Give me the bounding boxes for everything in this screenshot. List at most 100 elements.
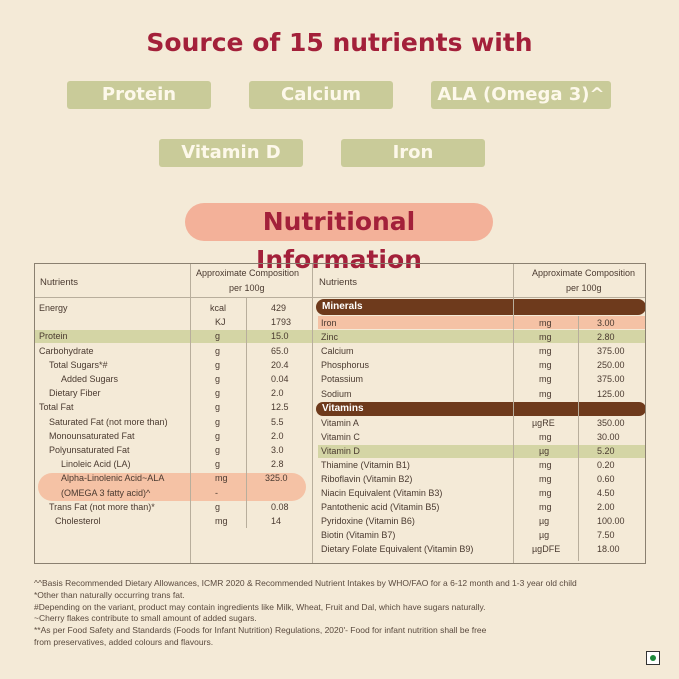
table-row-unit: mg: [539, 432, 552, 442]
footnote: *Other than naturally occurring trans fa…: [34, 589, 185, 600]
table-row-value: 250.00: [597, 360, 625, 371]
table-row-value: 7.50: [597, 530, 615, 540]
table-row-unit: g: [215, 345, 221, 356]
footnote: ~Cherry flakes contribute to small amoun…: [34, 613, 257, 624]
header-title: Source of 15 nutrients with: [146, 28, 533, 57]
table-row-value: 350.00: [597, 418, 625, 428]
table-row-name: Vitamin C: [321, 432, 360, 442]
vitamins-band: Vitamins: [316, 402, 646, 416]
table-row-unit: mg: [539, 346, 552, 357]
table-row-unit: µg: [539, 446, 550, 456]
table-row-name: Carbohydrate: [39, 345, 94, 356]
table-row-value: 5.20: [597, 446, 615, 456]
table-row-value: 18.00: [597, 544, 620, 554]
footnote: #Depending on the variant, product may c…: [34, 601, 486, 612]
table-row-value: 0.20: [597, 460, 615, 470]
table-row-name: Dietary Folate Equivalent (Vitamin B9): [321, 544, 474, 554]
pill-calcium: Calcium: [249, 81, 393, 109]
table-row-unit: -: [215, 487, 218, 498]
footnote: ^^Basis Recommended Dietary Allowances, …: [34, 578, 577, 588]
table-row-value: 325.0: [265, 473, 288, 484]
table-row-name: Iron: [321, 318, 337, 328]
table-row-value: 0.08: [271, 501, 289, 512]
table-row-name: Vitamin D: [321, 446, 360, 456]
table-row-value: 3.0: [271, 445, 284, 455]
section-title: Nutritional Information: [185, 203, 493, 274]
table-row-value: 12.5: [271, 402, 289, 413]
table-row-unit: g: [215, 402, 221, 413]
footnote: from preservatives, added colours and fl…: [34, 637, 214, 647]
table-row-value: 14: [271, 516, 282, 526]
protein-zinc-highlight: [35, 330, 645, 343]
table-row-name: Added Sugars: [61, 374, 119, 384]
table-row-name: Vitamin A: [321, 418, 359, 428]
table-row-unit: µgRE: [532, 418, 555, 428]
pill-vitamin-d: Vitamin D: [159, 139, 303, 167]
table-row-unit: g: [215, 430, 221, 441]
table-row-unit: mg: [539, 488, 552, 498]
table-row-unit: mg: [215, 516, 228, 526]
table-row-name: Sodium: [321, 388, 352, 399]
table-row-unit: KJ: [215, 317, 226, 328]
table-row-name: Total Fat: [39, 402, 74, 413]
footnote: **As per Food Safety and Standards (Food…: [34, 625, 487, 636]
table-row-name: Zinc: [321, 332, 339, 343]
table-row-unit: µg: [539, 530, 550, 540]
table-row-unit: mg: [215, 473, 228, 484]
table-row-value: 100.00: [597, 516, 625, 526]
table-row-unit: g: [215, 388, 221, 399]
table-row-value: 125.00: [597, 388, 625, 399]
table-row-name: Potassium: [321, 374, 364, 385]
table-row-unit: µg: [539, 516, 550, 526]
table-row-name: Saturated Fat (not more than): [49, 416, 168, 427]
table-row-name: Phosphorus: [321, 360, 370, 371]
pill-ala: ALA (Omega 3)^: [431, 81, 611, 109]
table-row-unit: g: [215, 501, 221, 512]
table-row-unit: mg: [539, 474, 552, 484]
table-row-unit: g: [215, 459, 221, 470]
table-row-unit: µgDFE: [532, 544, 561, 554]
minerals-band: Minerals: [316, 299, 646, 315]
table-row-value: 429: [271, 303, 287, 313]
table-row-unit: g: [215, 445, 221, 455]
vitamin-d-highlight: [318, 445, 645, 458]
table-row-name: Monounsaturated Fat: [49, 430, 135, 441]
table-row-unit: mg: [539, 388, 552, 399]
table-row-value: 20.4: [271, 359, 289, 370]
table-row-name: Linoleic Acid (LA): [61, 459, 131, 470]
table-row-name: Dietary Fiber: [49, 388, 101, 399]
table-row-value: 375.00: [597, 374, 625, 385]
table-row-name: Pantothenic acid (Vitamin B5): [321, 502, 440, 512]
table-row-unit: mg: [539, 502, 552, 512]
table-row-unit: mg: [539, 318, 552, 328]
table-row-name: Trans Fat (not more than)*: [49, 501, 155, 512]
nutrition-table: [34, 263, 646, 564]
table-row-unit: kcal: [210, 303, 227, 313]
table-row-name: Thiamine (Vitamin B1): [321, 460, 410, 470]
pill-iron: Iron: [341, 139, 485, 167]
table-row-unit: g: [215, 374, 221, 384]
table-row-value: 2.80: [597, 332, 615, 343]
table-row-unit: g: [215, 359, 221, 370]
table-row-name: (OMEGA 3 fatty acid)^: [61, 487, 151, 498]
table-row-name: Total Sugars*#: [49, 359, 108, 370]
ala-highlight: [38, 473, 306, 501]
table-row-name: Calcium: [321, 346, 354, 357]
table-row-value: 65.0: [271, 345, 289, 356]
table-row-value: 0.60: [597, 474, 615, 484]
table-row-name: Riboflavin (Vitamin B2): [321, 474, 413, 484]
table-row-name: Niacin Equivalent (Vitamin B3): [321, 488, 443, 498]
table-row-unit: mg: [539, 360, 552, 371]
table-row-value: 5.5: [271, 416, 284, 427]
table-row-name: Protein: [39, 331, 68, 342]
table-row-value: 2.0: [271, 388, 284, 399]
pill-protein: Protein: [67, 81, 211, 109]
table-row-value: 375.00: [597, 346, 625, 357]
table-row-value: 3.00: [597, 318, 615, 328]
table-row-name: Alpha-Linolenic Acid~ALA: [61, 473, 165, 484]
iron-highlight: [318, 316, 645, 329]
table-row-unit: mg: [539, 374, 552, 385]
table-row-unit: g: [215, 416, 221, 427]
table-row-name: Biotin (Vitamin B7): [321, 530, 396, 540]
table-row-value: 15.0: [271, 331, 289, 342]
